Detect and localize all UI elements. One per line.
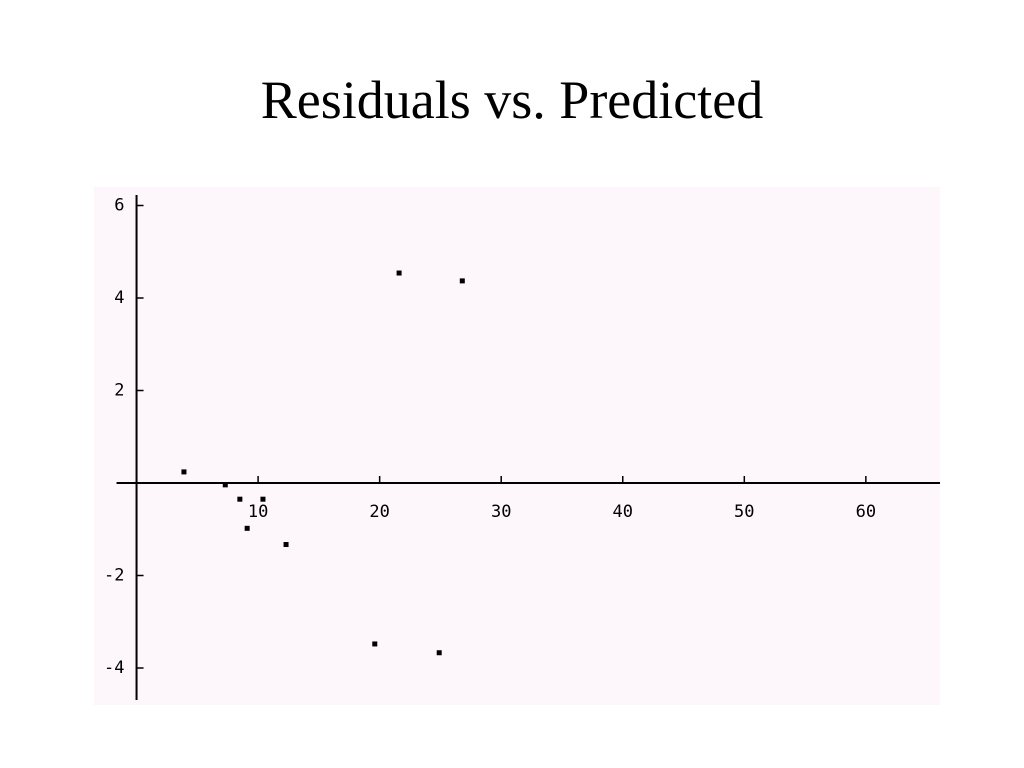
y-tick-label: -2 [104,566,124,586]
y-tick-label: 4 [114,288,124,308]
point [181,469,187,475]
plot-background [94,187,940,705]
point [396,270,402,276]
y-tick-label: -4 [104,658,124,678]
point [260,496,266,502]
y-tick-label: 6 [114,196,124,216]
x-tick-label: 30 [491,502,511,522]
x-tick-label: 20 [369,502,389,522]
x-tick-label: 40 [613,502,633,522]
y-tick-label: 2 [114,381,124,401]
point [372,641,378,647]
point [244,525,250,531]
point [222,482,228,488]
x-tick-label: 50 [734,502,754,522]
point [459,278,465,284]
point [237,496,243,502]
chart-title: Residuals vs. Predicted [261,70,763,130]
x-tick-label: 60 [856,502,876,522]
point [283,542,289,548]
x-tick-label: 10 [248,502,268,522]
point [436,650,442,656]
